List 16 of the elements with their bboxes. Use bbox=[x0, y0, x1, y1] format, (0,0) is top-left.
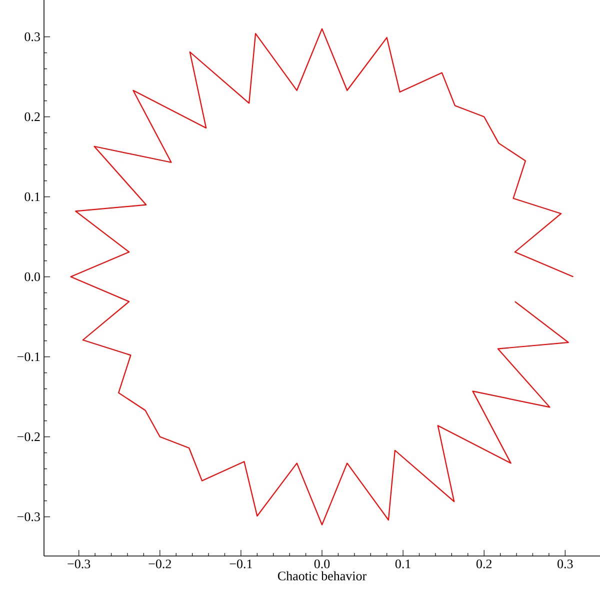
y-tick-label: 0.1 bbox=[24, 192, 40, 202]
y-tick-label: −0.2 bbox=[18, 432, 40, 442]
x-tick-label: 0.3 bbox=[558, 560, 573, 568]
line-series bbox=[70, 28, 574, 526]
y-tick-label: −0.1 bbox=[18, 352, 40, 362]
y-tick-label: −0.3 bbox=[18, 512, 40, 522]
y-tick-label: 0.3 bbox=[24, 32, 40, 42]
y-tick-label: 0.2 bbox=[24, 112, 40, 122]
x-tick-label: −0.1 bbox=[230, 560, 252, 568]
x-tick-label: −0.3 bbox=[68, 560, 90, 568]
y-tick-label: 0.0 bbox=[24, 272, 40, 282]
x-tick-label: −0.2 bbox=[148, 560, 171, 568]
x-tick-label: 0.1 bbox=[395, 560, 410, 568]
x-tick-label: 0.2 bbox=[476, 560, 492, 568]
x-axis-title: Chaotic behavior bbox=[278, 571, 366, 580]
x-tick-label: 0.0 bbox=[314, 560, 330, 568]
